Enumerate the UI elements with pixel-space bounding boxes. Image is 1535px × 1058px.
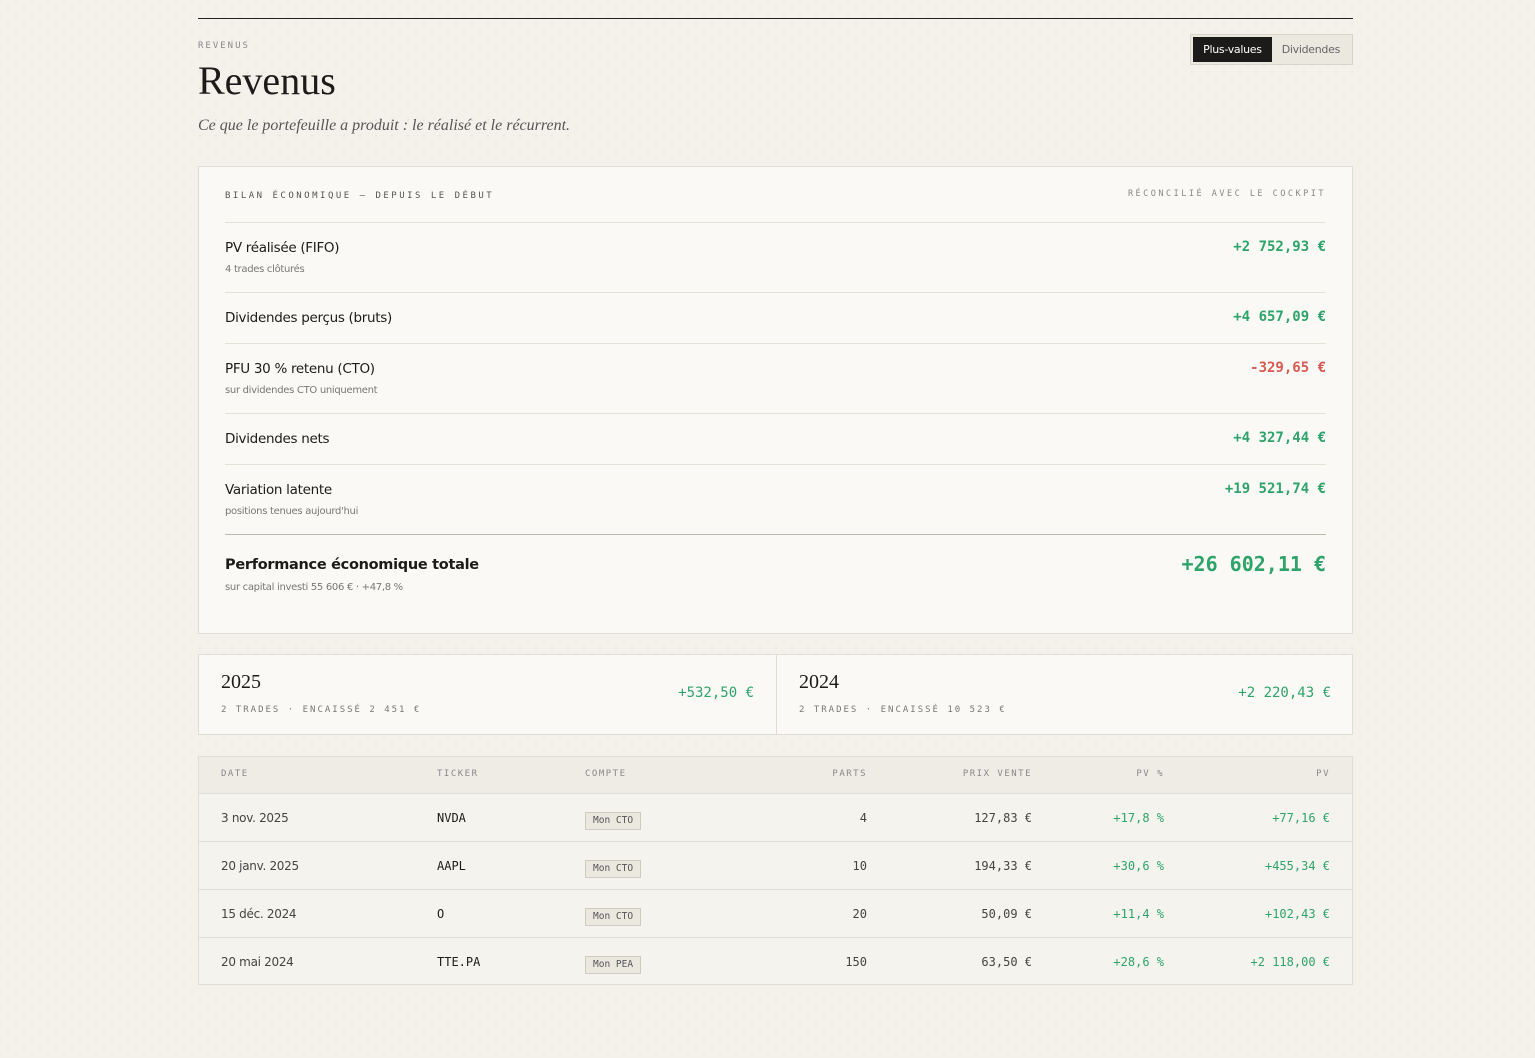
- account-cell: Mon CTO: [585, 890, 642, 938]
- sale-price: 63,50 €: [981, 955, 1032, 969]
- account-badge: Mon PEA: [585, 956, 642, 974]
- eyebrow: REVENUS: [198, 41, 250, 51]
- summary-row: Variation latente positions tenues aujour…: [225, 464, 1326, 534]
- tab[interactable]: Dividendes: [1281, 43, 1341, 56]
- year-value: +2 220,43 €: [1238, 685, 1331, 701]
- column-header: PV: [1316, 769, 1330, 779]
- sale-price: 50,09 €: [981, 907, 1032, 921]
- column-header: COMPTE: [585, 769, 627, 779]
- row-value: -329,65 €: [1250, 360, 1326, 376]
- gain-pct: +30,6 %: [1113, 859, 1164, 873]
- row-note: sur dividendes CTO uniquement: [225, 385, 378, 396]
- summary-row: PFU 30 % retenu (CTO) sur dividendes CTO …: [225, 343, 1326, 413]
- account-badge: Mon CTO: [585, 860, 642, 878]
- year-value: +532,50 €: [678, 685, 754, 701]
- trades-table: DATE TICKER COMPTE PARTS PRIX VENTE PV % PV 3 n…: [198, 756, 1353, 985]
- column-header: DATE: [221, 769, 249, 779]
- trade-date: 20 mai 2024: [221, 955, 294, 969]
- column-header: PV %: [1136, 769, 1164, 779]
- row-label: Dividendes perçus (bruts): [225, 310, 392, 326]
- summary-header: BILAN ÉCONOMIQUE — DEPUIS LE DÉBUT RÉCON…: [225, 189, 1326, 201]
- ticker: TTE.PA: [437, 955, 481, 969]
- summary-note: RÉCONCILIÉ AVEC LE COCKPIT: [1127, 189, 1326, 199]
- content: REVENUS Revenus Ce que le portefeuille a…: [198, 18, 1353, 985]
- gain: +455,34 €: [1264, 859, 1330, 873]
- shares: 150: [845, 955, 867, 969]
- account-cell: Mon CTO: [585, 794, 642, 842]
- gain-pct: +11,4 %: [1113, 907, 1164, 921]
- ticker: O: [437, 907, 445, 921]
- row-label: Variation latente: [225, 482, 332, 498]
- summary-row: PV réalisée (FIFO) 4 trades clôturés +2 75…: [225, 222, 1326, 292]
- trade-date: 20 janv. 2025: [221, 859, 299, 873]
- subtitle: Ce que le portefeuille a produit : le ré…: [198, 117, 571, 134]
- row-label: PV réalisée (FIFO): [225, 240, 340, 256]
- ticker: AAPL: [437, 859, 466, 873]
- trade-date: 15 déc. 2024: [221, 907, 297, 921]
- year-meta: 2 TRADES · ENCAISSÉ 10 523 €: [799, 705, 1007, 715]
- page-title: Revenus: [198, 58, 336, 103]
- summary-row: Dividendes nets +4 327,44 €: [225, 413, 1326, 464]
- row-note: 4 trades clôturés: [225, 264, 305, 275]
- row-value: +2 752,93 €: [1233, 239, 1326, 255]
- account-badge: Mon CTO: [585, 908, 642, 926]
- row-label: PFU 30 % retenu (CTO): [225, 361, 375, 377]
- sale-price: 127,83 €: [974, 811, 1032, 825]
- gain: +77,16 €: [1272, 811, 1330, 825]
- year-block: 2024 2 TRADES · ENCAISSÉ 10 523 € +2 220,4…: [776, 655, 1353, 734]
- total-value: +26 602,11 €: [1181, 552, 1327, 576]
- account-cell: Mon CTO: [585, 842, 642, 890]
- tab[interactable]: Plus-values: [1193, 37, 1272, 62]
- shares: 20: [852, 907, 867, 921]
- gain-pct: +28,6 %: [1113, 955, 1164, 969]
- year-label: 2025: [221, 671, 261, 693]
- row-value: +4 657,09 €: [1233, 309, 1326, 325]
- table-row: 20 mai 2024 TTE.PA Mon PEA 150 63,50 € +28,6 …: [199, 937, 1352, 985]
- table-header: DATE TICKER COMPTE PARTS PRIX VENTE PV % PV: [199, 757, 1352, 793]
- total-row: Performance économique totale sur capital…: [225, 534, 1326, 633]
- summary-title: BILAN ÉCONOMIQUE — DEPUIS LE DÉBUT: [225, 191, 495, 201]
- shares: 4: [859, 811, 867, 825]
- sale-price: 194,33 €: [974, 859, 1032, 873]
- total-note: sur capital investi 55 606 € · +47,8 %: [225, 582, 403, 593]
- gain: +2 118,00 €: [1250, 955, 1330, 969]
- column-header: PARTS: [832, 769, 867, 779]
- years-card: 2025 2 TRADES · ENCAISSÉ 2 451 € +532,50 €…: [198, 654, 1353, 735]
- year-block: 2025 2 TRADES · ENCAISSÉ 2 451 € +532,50 €: [199, 655, 776, 734]
- shares: 10: [852, 859, 867, 873]
- column-header: TICKER: [437, 769, 479, 779]
- total-label: Performance économique totale: [225, 557, 479, 573]
- table-row: 15 déc. 2024 O Mon CTO 20 50,09 € +11,4 % +102…: [199, 889, 1352, 937]
- summary-card: BILAN ÉCONOMIQUE — DEPUIS LE DÉBUT RÉCON…: [198, 166, 1353, 634]
- summary-row: Dividendes perçus (bruts) +4 657,09 €: [225, 292, 1326, 343]
- gain: +102,43 €: [1264, 907, 1330, 921]
- row-value: +4 327,44 €: [1233, 430, 1326, 446]
- table-row: 3 nov. 2025 NVDA Mon CTO 4 127,83 € +17,8 % +7…: [199, 793, 1352, 841]
- trade-date: 3 nov. 2025: [221, 811, 289, 825]
- ticker: NVDA: [437, 811, 466, 825]
- row-label: Dividendes nets: [225, 431, 330, 447]
- year-meta: 2 TRADES · ENCAISSÉ 2 451 €: [221, 705, 422, 715]
- column-header: PRIX VENTE: [962, 769, 1032, 779]
- table-row: 20 janv. 2025 AAPL Mon CTO 10 194,33 € +30,6 …: [199, 841, 1352, 889]
- account-cell: Mon PEA: [585, 938, 642, 986]
- year-label: 2024: [799, 671, 839, 693]
- row-value: +19 521,74 €: [1224, 481, 1326, 497]
- account-badge: Mon CTO: [585, 812, 642, 830]
- row-note: positions tenues aujourd'hui: [225, 506, 359, 517]
- tab-group: Plus-values Dividendes: [1190, 34, 1353, 65]
- gain-pct: +17,8 %: [1113, 811, 1164, 825]
